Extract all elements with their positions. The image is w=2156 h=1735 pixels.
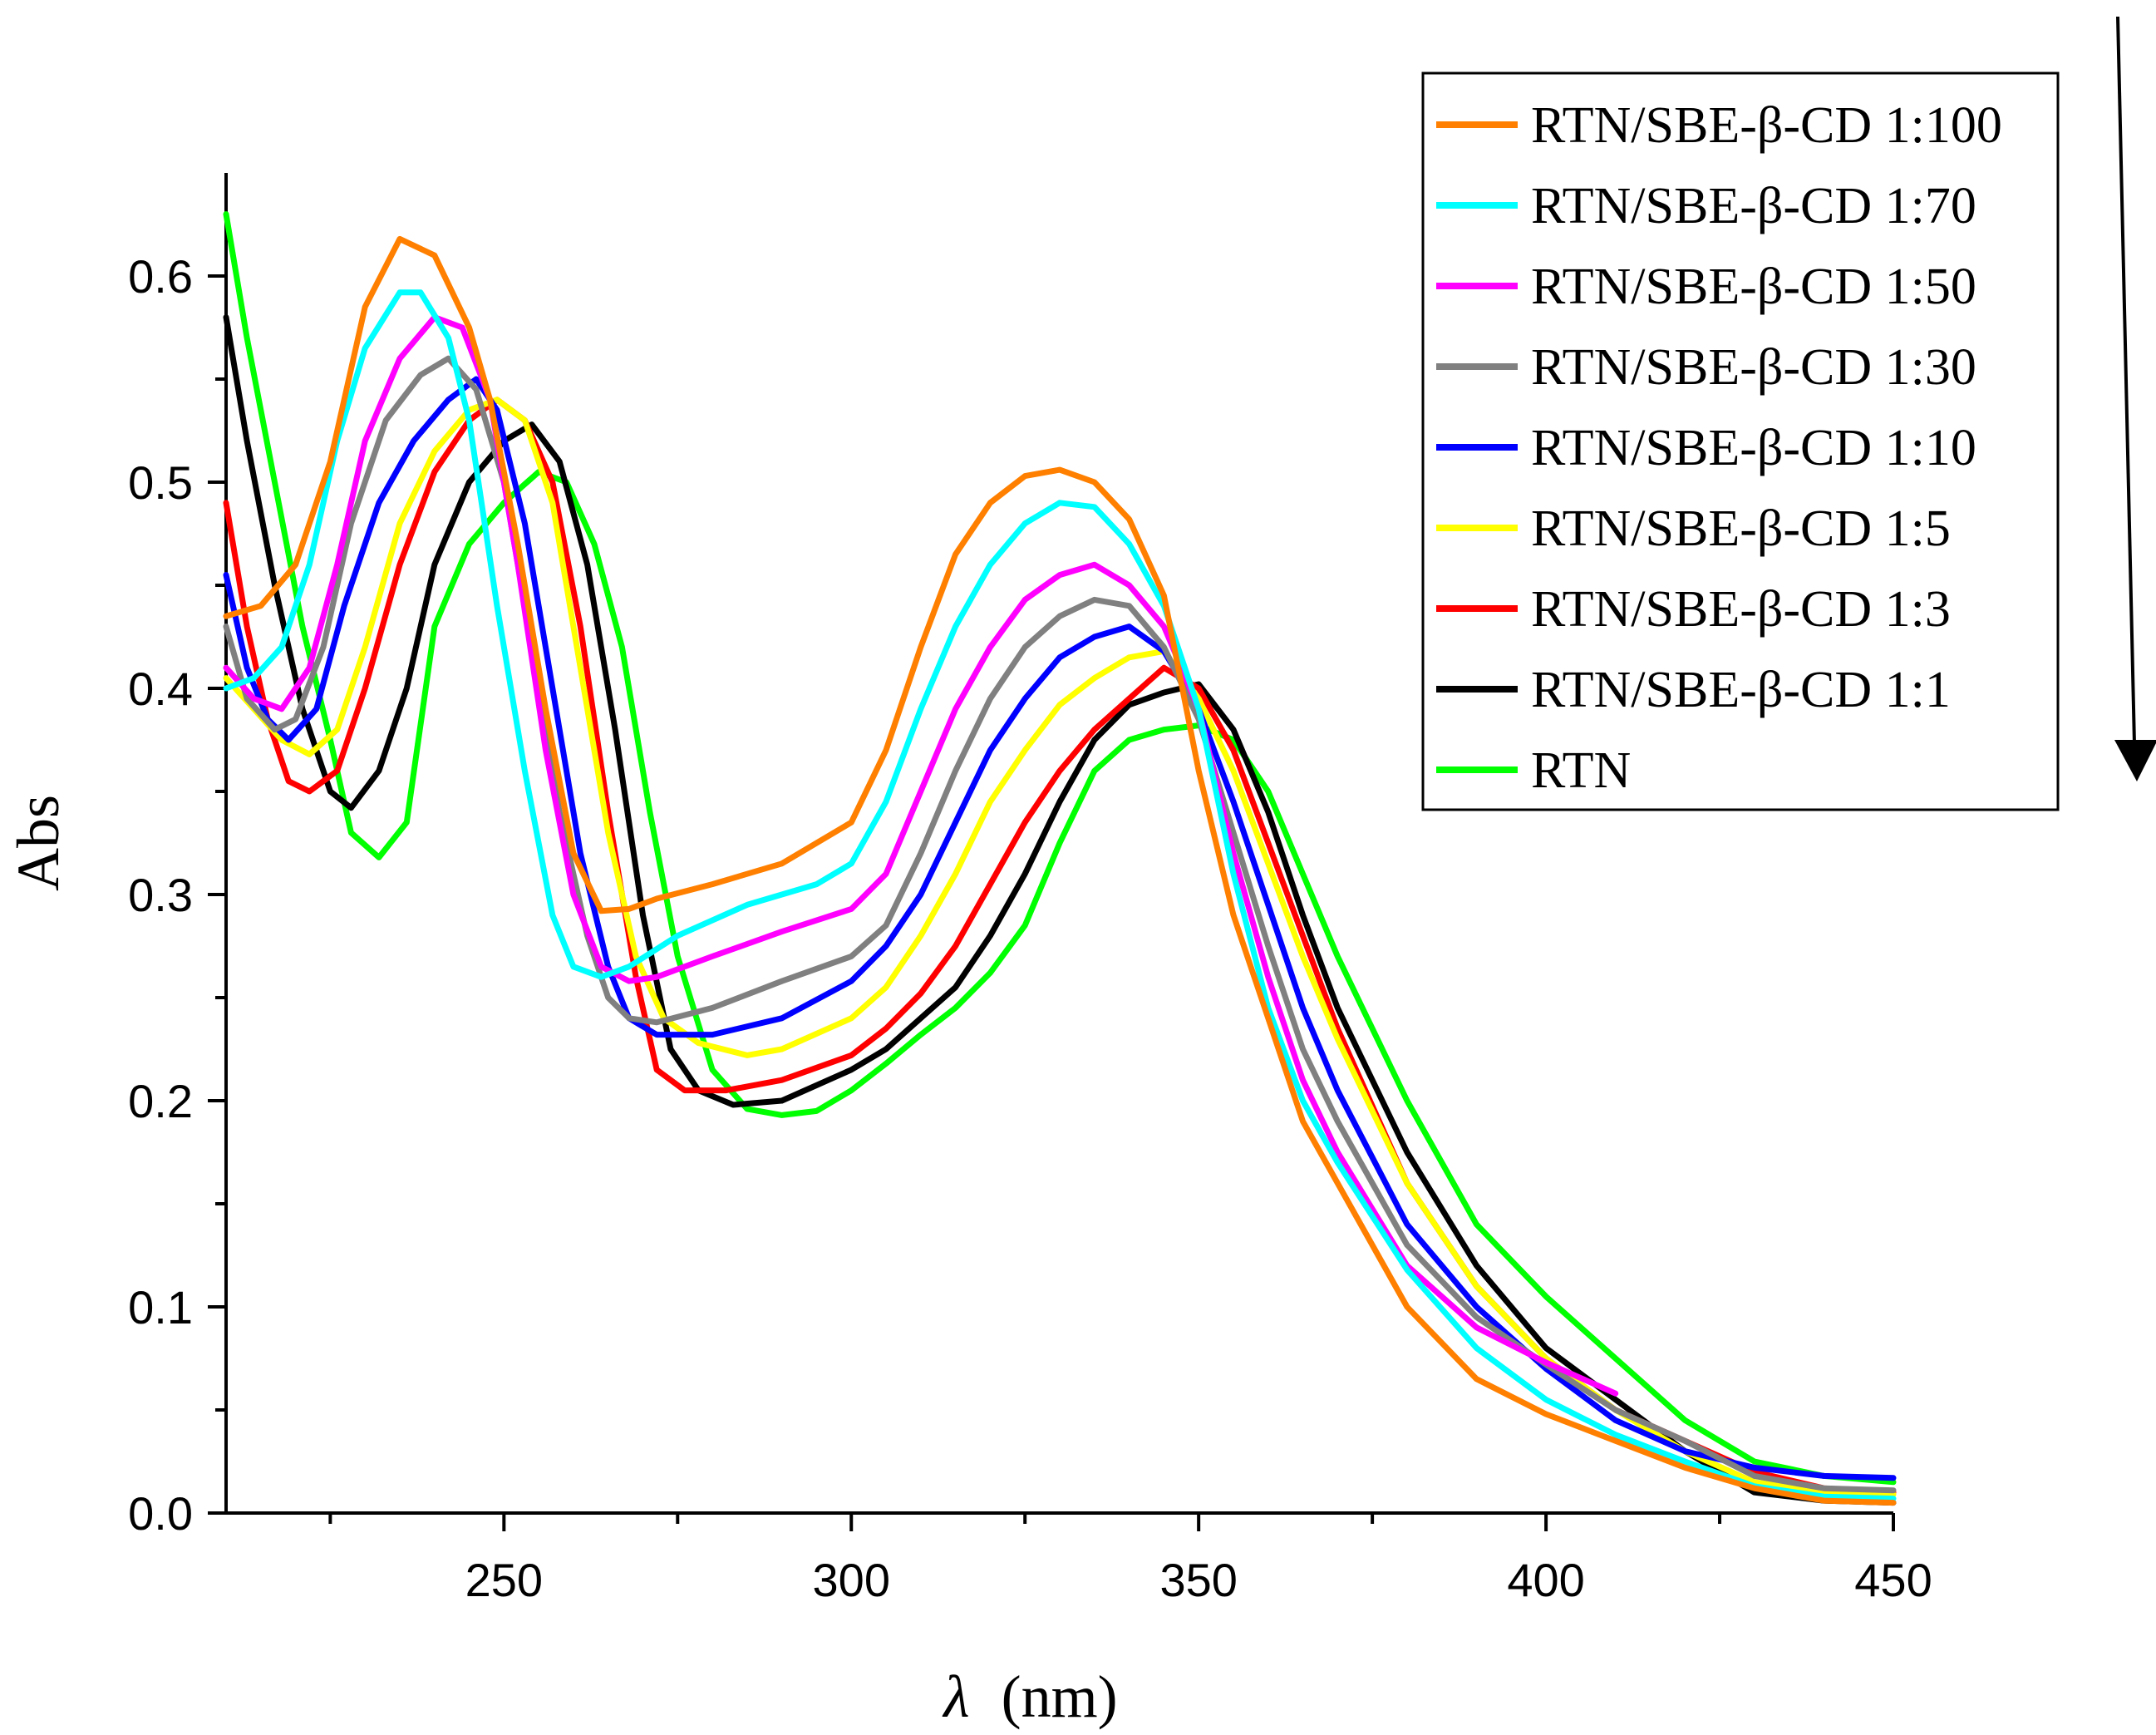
series-line-rtn-sbe-cd-1-100 (223, 235, 1897, 1506)
tick-marks (208, 274, 1895, 1531)
legend-label: RTN/SBE-β-CD 1:30 (1531, 339, 1976, 396)
y-tick-label: 0.2 (128, 1075, 193, 1127)
x-tick-label: 300 (813, 1554, 890, 1606)
trend-arrow-shaft (2116, 16, 2136, 745)
trend-arrow-head (2114, 740, 2156, 781)
legend-label: RTN/SBE-β-CD 1:100 (1531, 97, 2002, 154)
series-line-rtn (223, 211, 1897, 1486)
legend: RTN/SBE-β-CD 1:100 RTN/SBE-β-CD 1:70 RTN/S… (1421, 71, 2060, 811)
legend-label: RTN/SBE-β-CD 1:3 (1531, 581, 1951, 638)
y-tick-label: 0.1 (128, 1281, 193, 1333)
y-tick-label: 0.5 (128, 456, 193, 509)
legend-items: RTN/SBE-β-CD 1:100 RTN/SBE-β-CD 1:70 RTN/S… (1436, 97, 2002, 799)
y-tick-label: 0.6 (128, 250, 193, 303)
y-tick-label: 0.0 (128, 1487, 193, 1540)
legend-label: RTN/SBE-β-CD 1:50 (1531, 259, 1976, 315)
series-line-rtn-sbe-cd-1-1 (223, 314, 1897, 1506)
x-tick-label: 400 (1507, 1554, 1584, 1606)
series-line-rtn-sbe-cd-1-30 (223, 355, 1897, 1494)
legend-label: RTN/SBE-β-CD 1:10 (1531, 420, 1976, 476)
y-tick-label: 0.4 (128, 663, 193, 715)
legend-label: RTN/SBE-β-CD 1:5 (1531, 500, 1951, 557)
x-axis-title-symbol: λ (942, 1664, 969, 1730)
legend-label: RTN/SBE-β-CD 1:1 (1531, 662, 1951, 718)
y-axis-title: Abs (5, 795, 71, 891)
x-tick-label: 250 (465, 1554, 543, 1606)
legend-box (1421, 71, 2060, 811)
legend-label: RTN (1531, 742, 1631, 799)
plot-area (223, 211, 1897, 1506)
y-tick-label: 0.3 (128, 869, 193, 921)
series-line-rtn-sbe-cd-1-5 (223, 397, 1897, 1498)
series-line-rtn-sbe-cd-1-10 (223, 376, 1897, 1481)
trend-arrow (2114, 16, 2156, 781)
x-tick-label: 450 (1854, 1554, 1932, 1606)
series-line-rtn-sbe-cd-1-70 (223, 289, 1897, 1502)
tick-labels: 250 300 350 400 450 0.0 0.1 0.2 0.3 0.4 0.5 0.6 (128, 250, 1932, 1606)
x-tick-label: 350 (1159, 1554, 1237, 1606)
x-axis-title-unit: (nm) (1002, 1664, 1118, 1730)
series-line-rtn-sbe-cd-1-50 (223, 314, 1619, 1397)
legend-label: RTN/SBE-β-CD 1:70 (1531, 178, 1976, 234)
x-axis-title: λ (nm) (942, 1664, 1117, 1730)
